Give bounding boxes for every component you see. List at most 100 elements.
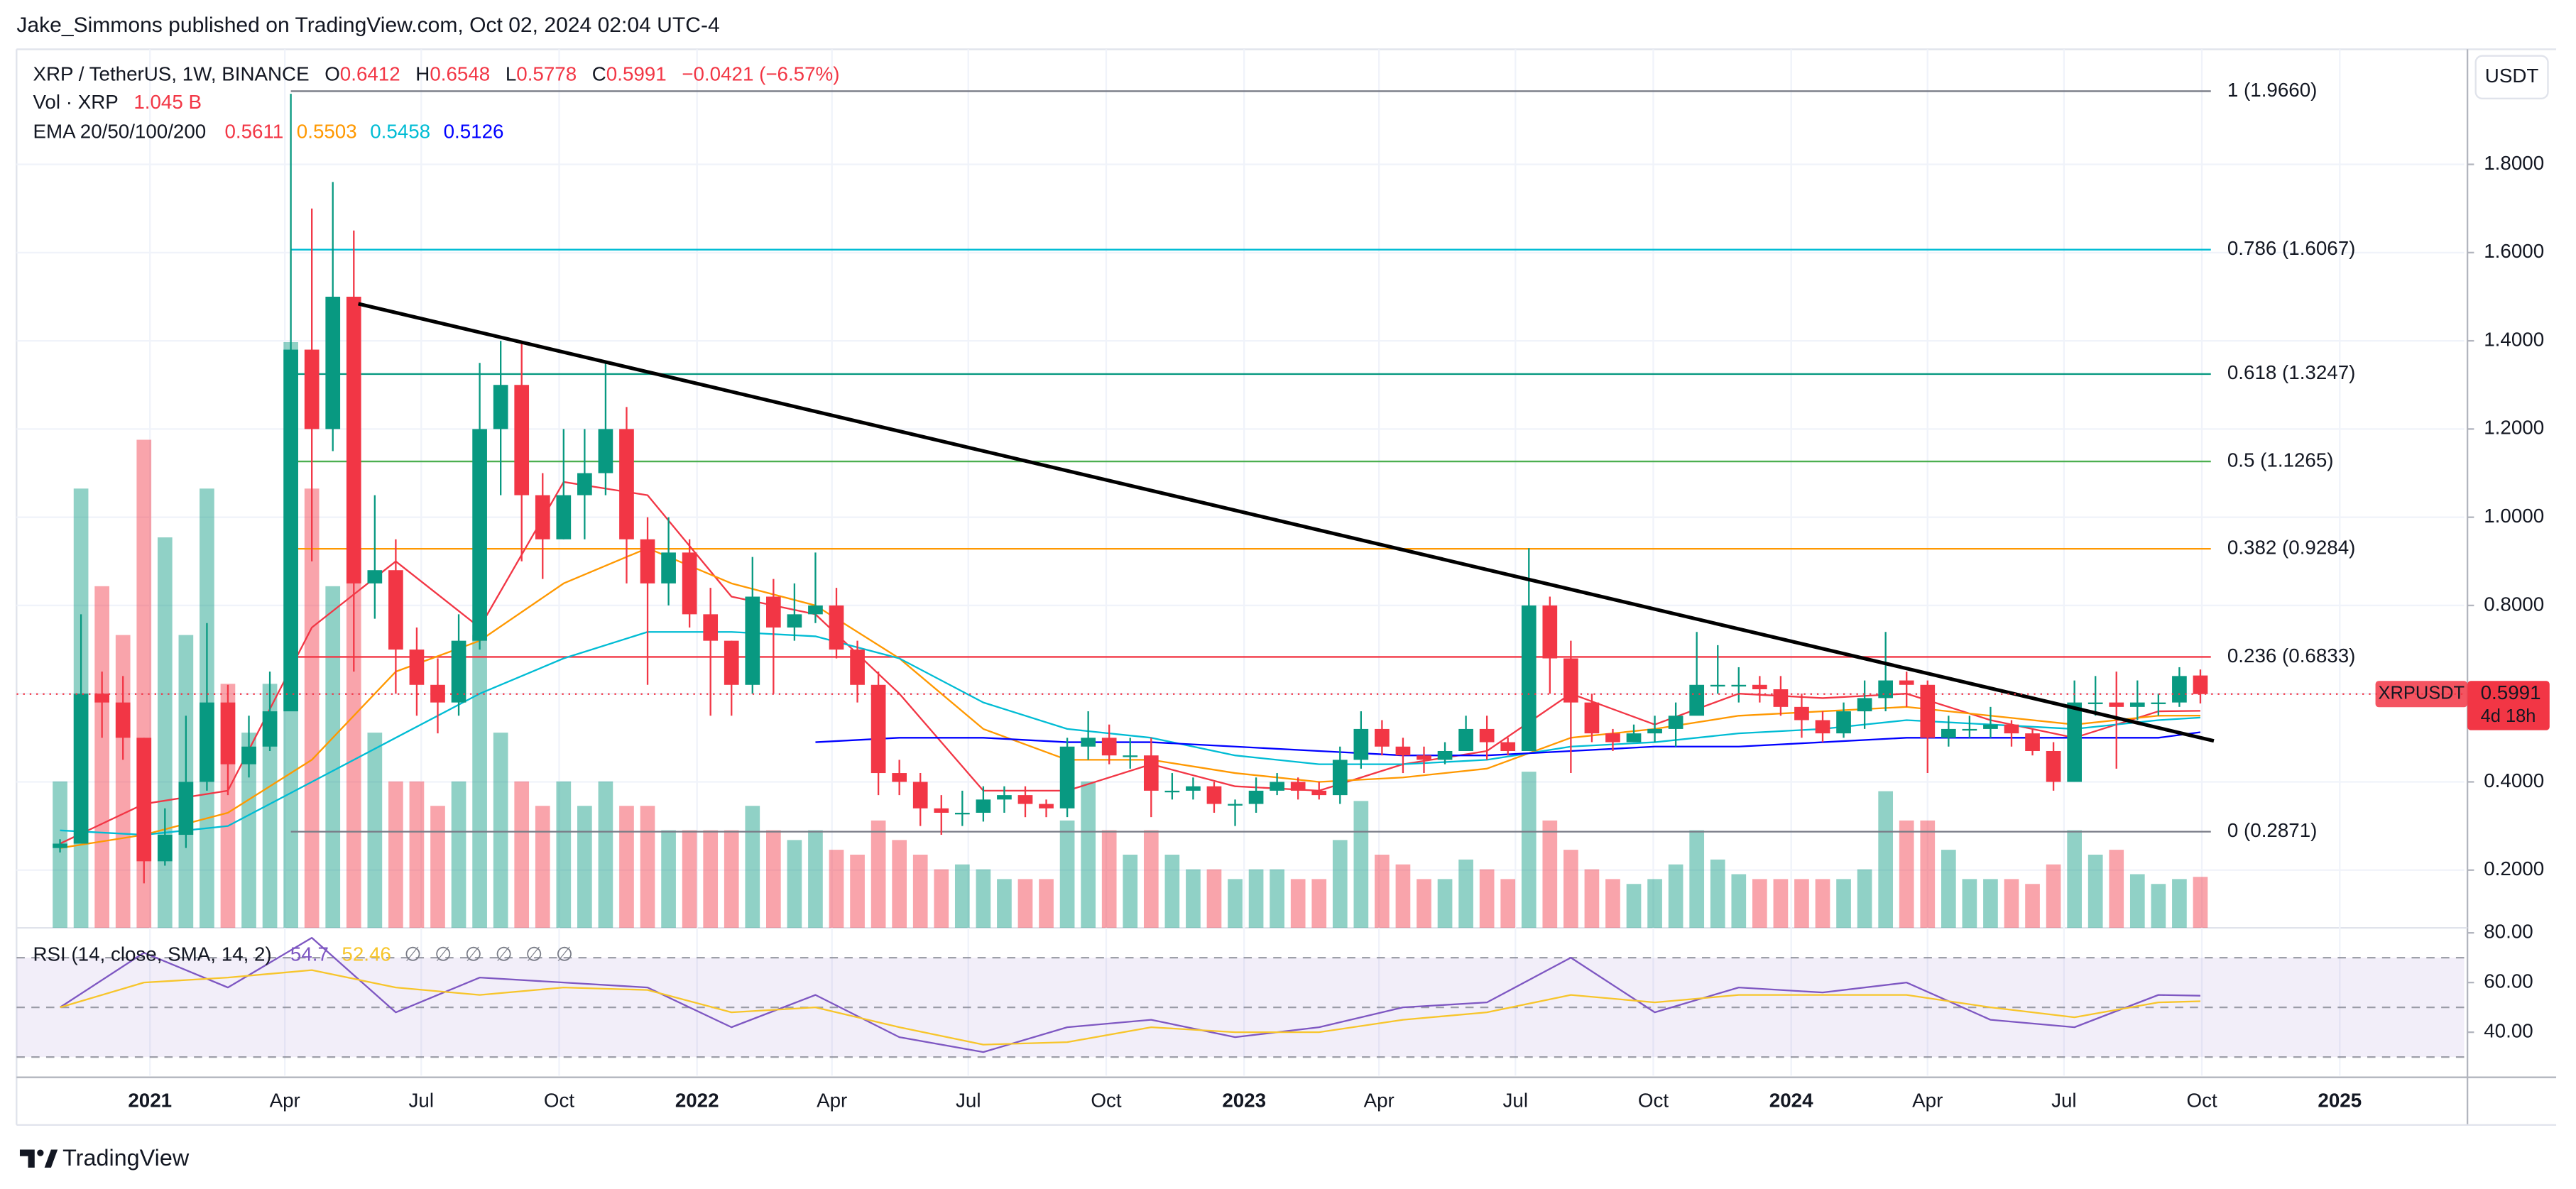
ema-value: 0.5126 <box>444 121 504 143</box>
symbol-tag <box>2375 681 2468 708</box>
high-label: H <box>415 63 430 85</box>
unit-box[interactable] <box>2474 55 2549 99</box>
candle-body <box>598 429 613 473</box>
ema-value: 0.5611 <box>224 121 283 143</box>
candle-body <box>1773 689 1789 707</box>
candle-body <box>1081 738 1096 747</box>
volume-label: Vol · XRP <box>33 91 118 113</box>
candle-body <box>1647 728 1662 734</box>
volume-bar <box>472 635 487 928</box>
candle-body <box>1017 795 1033 804</box>
rsi-na-value: ∅ <box>435 943 452 965</box>
candle-body <box>1983 724 1998 729</box>
x-tick-label: Jul <box>1503 1090 1528 1112</box>
rsi-na-value: ∅ <box>556 943 573 965</box>
volume-bar <box>1206 869 1222 928</box>
x-tick-label: 2021 <box>128 1090 172 1112</box>
volume-bar <box>388 781 403 928</box>
volume-bar <box>535 806 550 928</box>
volume-bar <box>1668 864 1683 928</box>
fib-level-label: 0.382 (0.9284) <box>2227 536 2356 558</box>
volume-bar <box>1290 879 1306 928</box>
volume-bar <box>1647 879 1662 928</box>
candle-body <box>2193 675 2208 694</box>
volume-bar <box>241 733 256 928</box>
volume-bar <box>346 537 361 928</box>
rsi-value: 52.46 <box>342 943 391 965</box>
candle-body <box>241 746 256 765</box>
candle-body <box>1123 755 1138 757</box>
candle-body <box>1500 742 1516 751</box>
candle-body <box>1731 684 1747 687</box>
volume-bar <box>1123 855 1138 928</box>
candle-body <box>1395 746 1411 756</box>
rsi-sma-line <box>60 969 2200 1046</box>
volume-bar <box>2129 874 2145 928</box>
volume-bar <box>1731 874 1747 928</box>
x-tick-label: Apr <box>817 1090 847 1112</box>
candle-body <box>304 349 320 429</box>
unit-label[interactable]: USDT <box>2485 65 2539 87</box>
rsi-title: RSI (14, close, SMA, 14, 2) <box>33 943 271 965</box>
candle-body <box>1710 684 1725 687</box>
volume-bar <box>934 869 949 928</box>
volume-bar <box>1836 879 1851 928</box>
y-tick-label: 1.0000 <box>2484 505 2544 527</box>
low-value: 0.5778 <box>516 63 577 85</box>
volume-bar <box>619 806 634 928</box>
volume-bar <box>850 855 865 928</box>
ema-line <box>815 731 2201 757</box>
candle-body <box>1605 733 1620 743</box>
fib-level-label: 0.5 (1.1265) <box>2227 449 2334 471</box>
candle-body <box>262 711 278 747</box>
volume-bar <box>745 806 760 928</box>
candle-body <box>1143 755 1159 791</box>
price-tag-countdown: 4d 18h <box>2481 706 2536 726</box>
volume-value: 1.045 B <box>133 91 202 113</box>
candle-body <box>1186 786 1201 791</box>
open-value: 0.6412 <box>340 63 400 85</box>
candle-body <box>1290 782 1306 791</box>
legend-volume: Vol · XRP 1.045 B <box>33 91 202 113</box>
volume-bar <box>766 830 781 928</box>
rsi-y-tick-label: 40.00 <box>2484 1019 2533 1041</box>
volume-bar <box>1039 879 1054 928</box>
volume-bar <box>2067 830 2082 928</box>
volume-bar <box>703 830 719 928</box>
fib-level-label: 0.618 (1.3247) <box>2227 361 2356 383</box>
rsi-na-value: ∅ <box>525 943 542 965</box>
rsi-line <box>59 936 2200 1053</box>
volume-bar <box>787 840 802 928</box>
symbol: XRP / TetherUS, 1W, BINANCE <box>33 63 309 85</box>
candle-body <box>703 614 719 641</box>
candle-body <box>157 835 173 862</box>
close-value: 0.5991 <box>606 63 667 85</box>
candle-body <box>535 495 550 539</box>
volume-bar <box>157 537 173 928</box>
candle-body <box>2129 702 2145 707</box>
candle-body <box>1668 716 1683 729</box>
x-tick-label: Oct <box>1638 1090 1669 1112</box>
candle-body <box>94 694 109 703</box>
volume-bar <box>1143 830 1159 928</box>
rsi-value: 54.7 <box>290 943 329 965</box>
candle-body <box>220 702 236 765</box>
legend-ema: EMA 20/50/100/200 0.5611 0.5503 0.5458 0.51… <box>33 121 503 143</box>
x-tick-label: 2025 <box>2318 1090 2362 1112</box>
volume-bar <box>912 855 928 928</box>
candle-body <box>892 773 907 782</box>
volume-bar <box>2004 879 2019 928</box>
candle-body <box>1752 684 1767 689</box>
volume-bar <box>598 781 613 928</box>
candle-body <box>2172 676 2187 703</box>
x-tick-label: Jul <box>956 1090 981 1112</box>
volume-bar <box>976 869 991 928</box>
x-tick-label: Apr <box>270 1090 300 1112</box>
candle-body <box>934 808 949 813</box>
change-value: −0.0421 (−6.57%) <box>682 63 839 85</box>
x-tick-label: Oct <box>2186 1090 2217 1112</box>
candle-body <box>1857 698 1872 712</box>
candle-body <box>745 596 760 685</box>
